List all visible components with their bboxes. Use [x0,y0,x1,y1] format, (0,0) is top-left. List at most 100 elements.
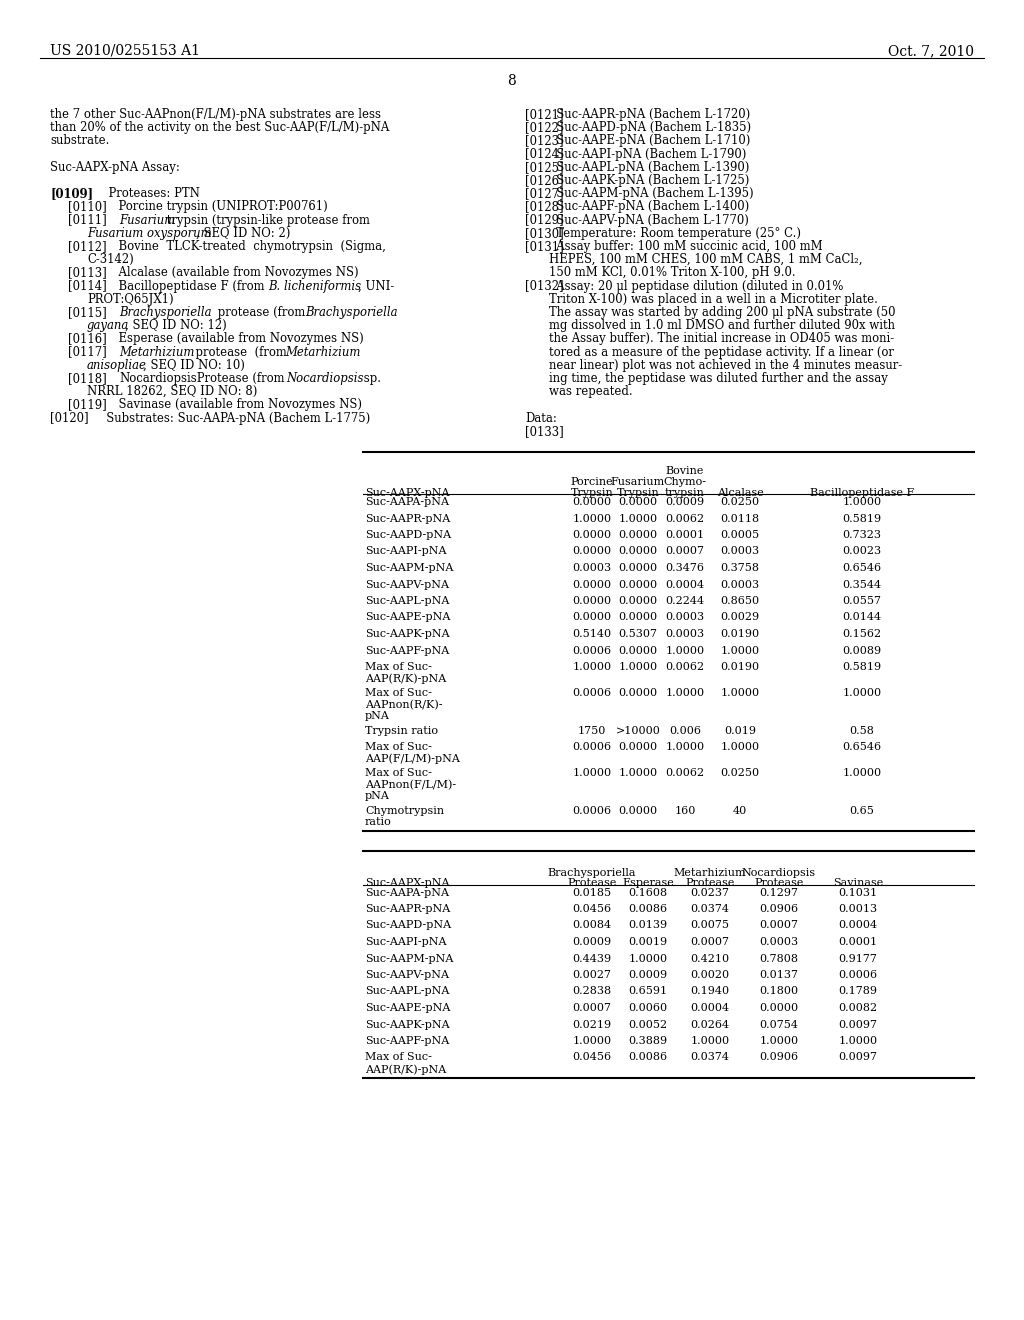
Text: 0.0000: 0.0000 [572,579,611,590]
Text: Suc-AAPV-pNA: Suc-AAPV-pNA [365,970,449,979]
Text: Brachysporiella: Brachysporiella [548,867,636,878]
Text: 0.0027: 0.0027 [572,970,611,979]
Text: pNA: pNA [365,711,390,721]
Text: [0119]: [0119] [68,399,106,412]
Text: 0.0082: 0.0082 [839,1003,878,1012]
Text: 0.0264: 0.0264 [690,1019,729,1030]
Text: , SEQ ID NO: 12): , SEQ ID NO: 12) [125,319,226,333]
Text: Suc-AAPV-pNA: Suc-AAPV-pNA [365,579,449,590]
Text: 1.0000: 1.0000 [618,663,657,672]
Text: [0113]: [0113] [68,267,106,280]
Text: 0.0754: 0.0754 [760,1019,799,1030]
Text: trypsin (trypsin-like protease from: trypsin (trypsin-like protease from [163,214,370,227]
Text: 1.0000: 1.0000 [572,513,611,524]
Text: [0130]: [0130] [525,227,564,240]
Text: Suc-AAPA-pNA: Suc-AAPA-pNA [365,887,449,898]
Text: 0.0060: 0.0060 [629,1003,668,1012]
Text: [0127]: [0127] [525,187,563,201]
Text: Max of Suc-: Max of Suc- [365,1052,432,1063]
Text: 0.0219: 0.0219 [572,1019,611,1030]
Text: 0.5307: 0.5307 [618,630,657,639]
Text: near linear) plot was not achieved in the 4 minutes measur-: near linear) plot was not achieved in th… [549,359,902,372]
Text: C-3142): C-3142) [87,253,134,267]
Text: 0.0374: 0.0374 [690,904,729,913]
Text: Suc-AAPR-pNA: Suc-AAPR-pNA [365,904,451,913]
Text: 160: 160 [675,805,695,816]
Text: 0.0007: 0.0007 [572,1003,611,1012]
Text: AAPnon(R/K)-: AAPnon(R/K)- [365,700,442,710]
Text: 0.0000: 0.0000 [618,498,657,507]
Text: 1.0000: 1.0000 [839,1036,878,1045]
Text: 0.6546: 0.6546 [843,742,882,752]
Text: protease  (from: protease (from [188,346,294,359]
Text: 0.6591: 0.6591 [629,986,668,997]
Text: 0.0006: 0.0006 [572,645,611,656]
Text: 0.0137: 0.0137 [760,970,799,979]
Text: 0.0000: 0.0000 [618,564,657,573]
Text: Suc-AAPK-pNA: Suc-AAPK-pNA [365,630,450,639]
Text: Protease (from: Protease (from [193,372,288,385]
Text: Brachysporiella: Brachysporiella [305,306,397,319]
Text: 0.0000: 0.0000 [618,688,657,698]
Text: Brachysporiella: Brachysporiella [119,306,212,319]
Text: 1.0000: 1.0000 [618,768,657,777]
Text: Oct. 7, 2010: Oct. 7, 2010 [888,44,974,58]
Text: 0.0000: 0.0000 [618,531,657,540]
Text: Suc-AAPX-pNA: Suc-AAPX-pNA [365,488,450,498]
Text: 0.0003: 0.0003 [572,564,611,573]
Text: 0.0144: 0.0144 [843,612,882,623]
Text: 0.0023: 0.0023 [843,546,882,557]
Text: 1.0000: 1.0000 [618,513,657,524]
Text: substrate.: substrate. [50,135,110,148]
Text: [0123]: [0123] [525,135,563,148]
Text: AAP(F/L/M)-pNA: AAP(F/L/M)-pNA [365,754,460,764]
Text: 0.0086: 0.0086 [629,1052,668,1063]
Text: 1.0000: 1.0000 [721,742,760,752]
Text: Savinase: Savinase [833,879,883,888]
Text: Chymo-: Chymo- [664,477,707,487]
Text: 0.0000: 0.0000 [618,546,657,557]
Text: Suc-AAPK-pNA: Suc-AAPK-pNA [365,1019,450,1030]
Text: 0.0906: 0.0906 [760,904,799,913]
Text: Suc-AAPL-pNA: Suc-AAPL-pNA [365,597,450,606]
Text: Bacillopeptidase F: Bacillopeptidase F [810,488,914,498]
Text: 0.0003: 0.0003 [760,937,799,946]
Text: pNA: pNA [365,791,390,801]
Text: 0.0000: 0.0000 [618,805,657,816]
Text: 0.0000: 0.0000 [572,546,611,557]
Text: ratio: ratio [365,817,392,828]
Text: Trypsin: Trypsin [570,488,613,498]
Text: [0111]: [0111] [68,214,106,227]
Text: Suc-AAPE-pNA: Suc-AAPE-pNA [365,612,451,623]
Text: Bovine: Bovine [666,466,705,477]
Text: 0.58: 0.58 [850,726,874,735]
Text: 0.1031: 0.1031 [839,887,878,898]
Text: anisopliae: anisopliae [87,359,146,372]
Text: 0.0000: 0.0000 [618,612,657,623]
Text: [0132]: [0132] [525,280,563,293]
Text: Triton X-100) was placed in a well in a Microtiter plate.: Triton X-100) was placed in a well in a … [549,293,878,306]
Text: Suc-AAPX-pNA: Suc-AAPX-pNA [365,879,450,888]
Text: Suc-AAPD-pNA: Suc-AAPD-pNA [365,920,452,931]
Text: [0115]: [0115] [68,306,106,319]
Text: 0.0000: 0.0000 [572,531,611,540]
Text: 0.0062: 0.0062 [666,513,705,524]
Text: Suc-AAPI-pNA: Suc-AAPI-pNA [365,937,446,946]
Text: Fusarium: Fusarium [611,477,666,487]
Text: Max of Suc-: Max of Suc- [365,663,432,672]
Text: 0.5140: 0.5140 [572,630,611,639]
Text: Suc-AAPF-pNA (Bachem L-1400): Suc-AAPF-pNA (Bachem L-1400) [545,201,750,214]
Text: Trypsin: Trypsin [616,488,659,498]
Text: 0.0052: 0.0052 [629,1019,668,1030]
Text: Alcalase: Alcalase [717,488,763,498]
Text: Esperase: Esperase [623,879,674,888]
Text: 0.0005: 0.0005 [721,531,760,540]
Text: 0.0003: 0.0003 [666,630,705,639]
Text: 0.0456: 0.0456 [572,1052,611,1063]
Text: PROT:Q65JX1): PROT:Q65JX1) [87,293,174,306]
Text: 150 mM KCl, 0.01% Triton X-100, pH 9.0.: 150 mM KCl, 0.01% Triton X-100, pH 9.0. [549,267,796,280]
Text: Suc-AAPI-pNA (Bachem L-1790): Suc-AAPI-pNA (Bachem L-1790) [545,148,746,161]
Text: 0.0007: 0.0007 [666,546,705,557]
Text: trypsin: trypsin [665,488,705,498]
Text: 0.1940: 0.1940 [690,986,729,997]
